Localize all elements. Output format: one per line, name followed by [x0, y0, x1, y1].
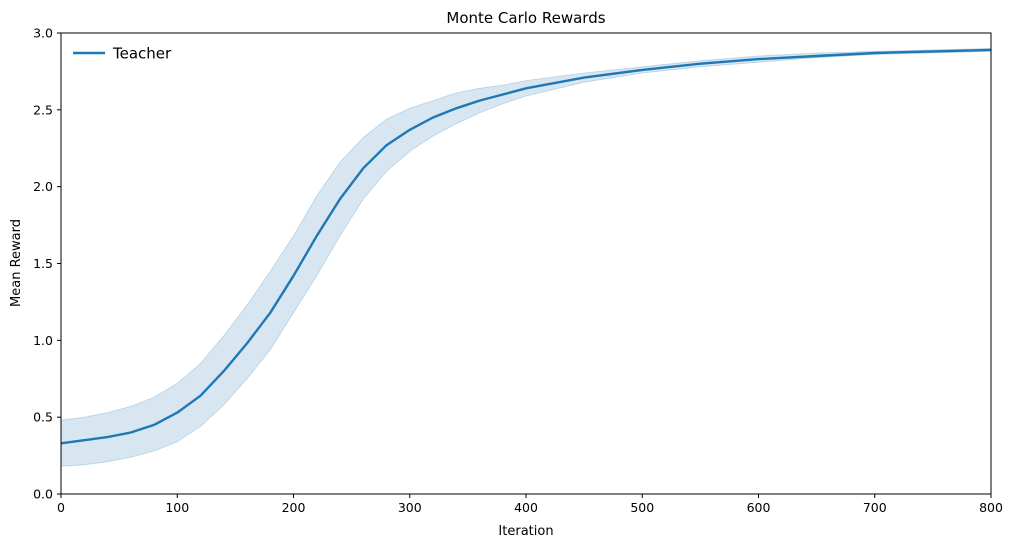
y-tick-label: 2.0	[33, 179, 53, 194]
legend-label-teacher: Teacher	[112, 45, 172, 63]
x-tick-label: 200	[282, 500, 306, 515]
x-tick-label: 400	[514, 500, 538, 515]
y-tick-label: 2.5	[33, 102, 53, 117]
x-tick-label: 300	[398, 500, 422, 515]
y-tick-label: 3.0	[33, 26, 53, 41]
y-tick-label: 1.0	[33, 333, 53, 348]
y-tick-label: 0.5	[33, 410, 53, 425]
band-teacher	[60, 47, 992, 467]
x-tick-label: 800	[979, 500, 1003, 515]
y-tick-label: 0.0	[33, 487, 53, 502]
x-tick-label: 700	[863, 500, 887, 515]
legend: Teacher	[73, 45, 172, 63]
x-tick-label: 0	[57, 500, 65, 515]
x-tick-label: 100	[165, 500, 189, 515]
y-axis-label: Mean Reward	[9, 219, 24, 307]
y-tick-label: 1.5	[33, 256, 53, 271]
chart-title: Monte Carlo Rewards	[446, 9, 605, 27]
axes: 0 100 200 300 400 500 600 700 800 0.0 0.5 1.0 1.5 2.0…	[33, 26, 1003, 516]
x-tick-label: 500	[630, 500, 654, 515]
x-axis-label: Iteration	[498, 524, 553, 539]
x-tick-label: 600	[747, 500, 771, 515]
plot-area	[60, 47, 992, 467]
